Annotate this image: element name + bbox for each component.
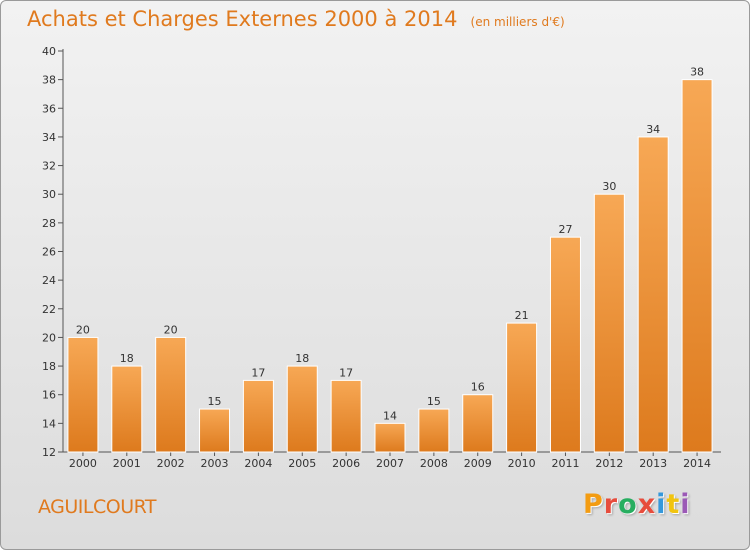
y-tick-label: 18	[42, 360, 56, 373]
bar	[374, 422, 406, 453]
bar	[681, 79, 713, 453]
brand-letter: i	[680, 489, 691, 520]
y-tick-label: 36	[42, 102, 56, 115]
bar	[111, 365, 143, 453]
y-tick-label: 12	[42, 446, 56, 459]
bar	[67, 336, 99, 453]
chart-title: Achats et Charges Externes 2000 à 2014	[27, 7, 458, 31]
y-tick-label: 16	[42, 389, 56, 402]
bar	[330, 379, 362, 453]
y-tick-label: 24	[42, 274, 56, 287]
bar-value-label: 34	[646, 123, 660, 136]
brand-letter: P	[583, 489, 604, 520]
brand-letter: r	[603, 489, 619, 520]
bar-value-label: 20	[164, 323, 178, 336]
x-tick-label: 2004	[244, 457, 272, 470]
x-tick-label: 2006	[332, 457, 360, 470]
x-tick-label: 2009	[464, 457, 492, 470]
bar-value-label: 21	[515, 309, 529, 322]
bar-value-label: 17	[251, 366, 265, 379]
bar-value-label: 18	[120, 352, 134, 365]
bar	[286, 365, 318, 453]
bar	[593, 193, 625, 453]
bar	[418, 408, 450, 453]
y-tick-label: 26	[42, 246, 56, 259]
bar	[462, 394, 494, 453]
y-tick-label: 20	[42, 331, 56, 344]
x-tick-label: 2002	[157, 457, 185, 470]
x-tick-label: 2008	[420, 457, 448, 470]
brand-letter: t	[666, 489, 681, 520]
labels: 20 18 20 15 17 18 17 14 15 16 21 27 30 34 38	[76, 66, 704, 423]
x-tick-label: 2012	[595, 457, 623, 470]
x-tick-label: 2011	[551, 457, 579, 470]
bar-value-label: 14	[383, 409, 397, 422]
bar	[155, 336, 187, 453]
x-tick-label: 2005	[288, 457, 316, 470]
title-row: Achats et Charges Externes 2000 à 2014 (…	[27, 7, 565, 31]
bars	[67, 79, 713, 453]
y-tick-label: 38	[42, 74, 56, 87]
bar-value-label: 38	[690, 66, 704, 79]
bar-value-label: 27	[558, 223, 572, 236]
brand-logo: Proxiti	[583, 489, 691, 520]
axes: 12 14 16 18 20 22 24 26 28 30 32 34 36 38 40 2000 2001 20…	[42, 45, 721, 470]
bar-value-label: 20	[76, 323, 90, 336]
bar-value-label: 18	[295, 352, 309, 365]
bar	[549, 236, 581, 453]
bar-value-label: 17	[339, 366, 353, 379]
bar	[199, 408, 231, 453]
chart-unit: (en milliers d'€)	[470, 15, 565, 29]
commune-name: AGUILCOURT	[38, 496, 157, 518]
x-tick-label: 2007	[376, 457, 404, 470]
x-tick-label: 2001	[113, 457, 141, 470]
brand-letter: x	[637, 489, 657, 520]
y-tick-label: 40	[42, 45, 56, 58]
brand-letter: o	[618, 489, 638, 520]
y-tick-label: 32	[42, 160, 56, 173]
x-tick-label: 2013	[639, 457, 667, 470]
bar-value-label: 15	[208, 395, 222, 408]
y-tick-label: 22	[42, 303, 56, 316]
bar-value-label: 16	[471, 381, 485, 394]
y-tick-label: 30	[42, 188, 56, 201]
x-tick-label: 2014	[683, 457, 711, 470]
brand-letter: i	[656, 489, 667, 520]
y-tick-label: 28	[42, 217, 56, 230]
bar-value-label: 15	[427, 395, 441, 408]
x-tick-label: 2003	[201, 457, 229, 470]
bar	[242, 379, 274, 453]
y-tick-label: 14	[42, 417, 56, 430]
x-tick-label: 2000	[69, 457, 97, 470]
y-tick-label: 34	[42, 131, 56, 144]
x-tick-label: 2010	[508, 457, 536, 470]
bar	[637, 136, 669, 453]
bar	[506, 322, 538, 453]
bar-value-label: 30	[602, 180, 616, 193]
